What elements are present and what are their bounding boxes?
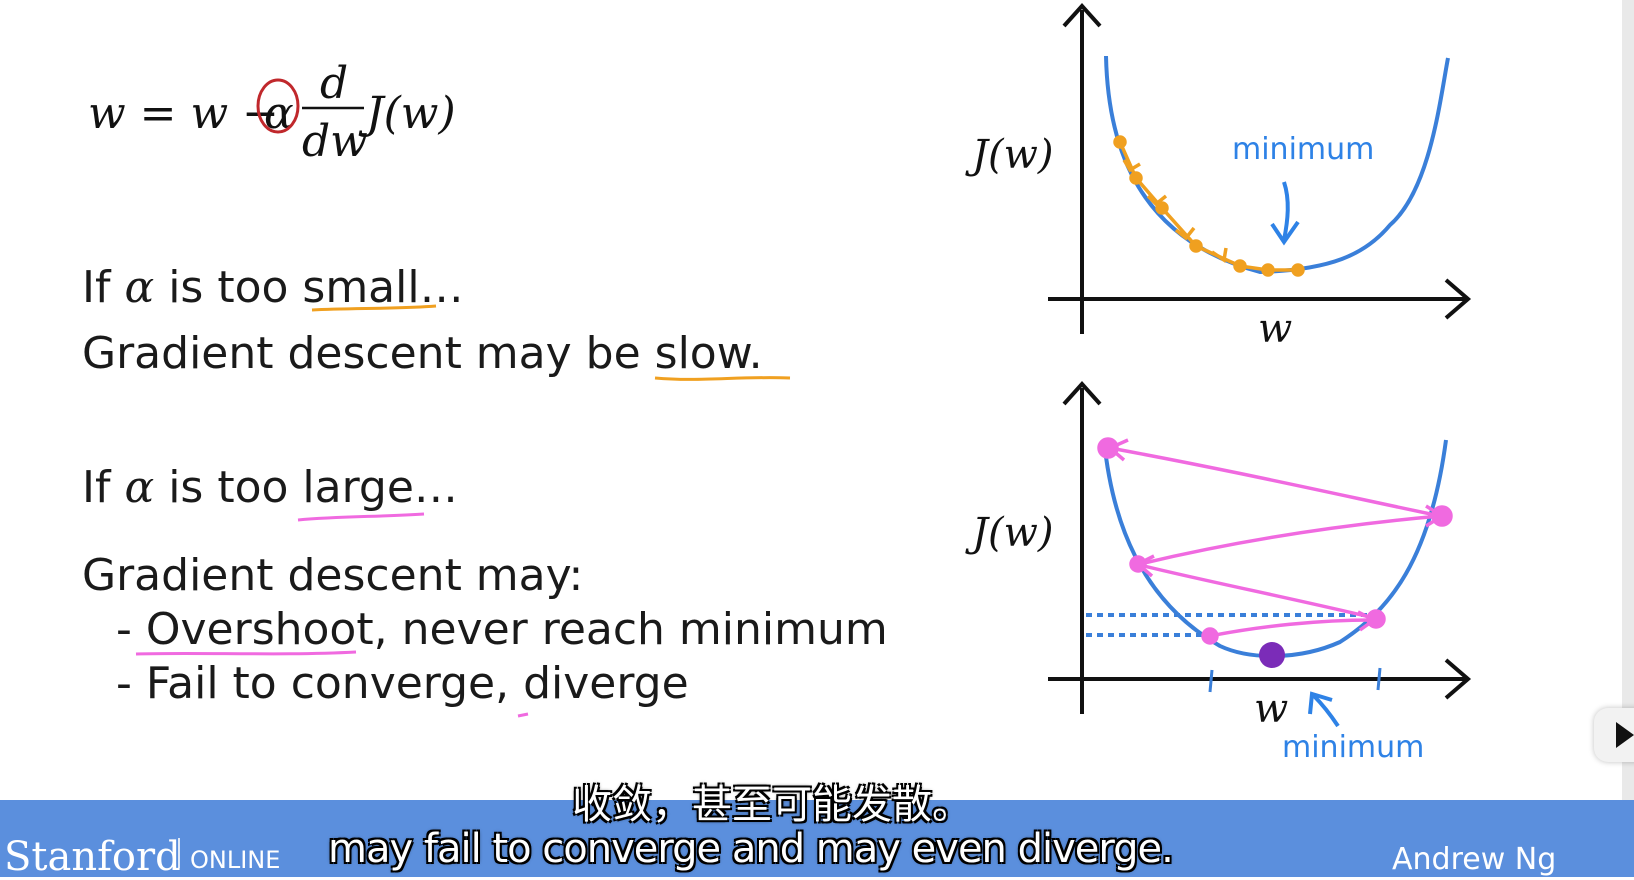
underline-slow xyxy=(654,376,791,381)
large-alpha-line: If α is too large… xyxy=(82,462,458,513)
large-condition: is too large… xyxy=(168,462,458,513)
bottom-cost-curve xyxy=(1102,439,1448,658)
formula-denominator: dw xyxy=(302,116,368,167)
small-steps xyxy=(1113,135,1305,277)
bottom-minimum-arrow xyxy=(1312,694,1340,728)
start-point-marker xyxy=(1259,642,1285,668)
bottom-minimum-label: minimum xyxy=(1282,730,1425,765)
large-if: If xyxy=(82,462,111,513)
underline-overshoot xyxy=(135,650,357,656)
brand-logo: Stanford xyxy=(4,834,181,880)
bottom-xlabel: w xyxy=(1254,686,1289,732)
player-edge-strip xyxy=(1622,0,1634,800)
x-tick-left xyxy=(1208,669,1214,693)
underline-diverge-mark xyxy=(517,712,529,718)
large-alpha-symbol: α xyxy=(124,462,155,513)
formula-function: J(w) xyxy=(366,88,456,139)
bottom-graph xyxy=(1048,381,1472,728)
bottom-minimum-arrowhead xyxy=(1308,691,1333,715)
bullet-overshoot: - Overshoot, never reach minimum xyxy=(116,604,888,655)
top-graph xyxy=(1048,3,1472,334)
small-condition: is too small… xyxy=(168,262,464,313)
formula-numerator: d xyxy=(320,58,349,109)
bottom-y-arrowhead xyxy=(1062,381,1102,406)
small-if: If xyxy=(82,262,111,313)
bullet-diverge: - Fail to converge, diverge xyxy=(116,658,689,709)
brand-divider xyxy=(178,838,180,868)
bottom-x-arrowhead xyxy=(1444,658,1472,700)
footer-bar xyxy=(0,800,1634,877)
large-steps xyxy=(1097,437,1453,645)
x-tick-right xyxy=(1376,667,1382,691)
bottom-ylabel: J(w) xyxy=(972,510,1054,556)
play-icon xyxy=(1616,722,1634,748)
subtitle-english: may fail to converge and may even diverg… xyxy=(328,826,1174,872)
top-minimum-label: minimum xyxy=(1232,132,1375,167)
top-xlabel: w xyxy=(1258,306,1293,352)
small-alpha-line: If α is too small… xyxy=(82,262,464,313)
small-alpha-symbol: α xyxy=(124,262,155,313)
large-consequence-heading: Gradient descent may: xyxy=(82,550,584,601)
subtitle-chinese: 收敛，甚至可能发散。 xyxy=(572,782,972,828)
top-ylabel: J(w) xyxy=(972,132,1054,178)
alpha-circle xyxy=(256,78,300,134)
underline-large xyxy=(297,512,425,522)
author-name: Andrew Ng xyxy=(1392,842,1557,877)
top-minimum-arrow xyxy=(1282,181,1290,241)
slow-consequence-line: Gradient descent may be slow. xyxy=(82,328,763,379)
top-y-arrowhead xyxy=(1062,3,1102,28)
top-minimum-arrowhead xyxy=(1270,220,1300,246)
formula-lhs: w = w − xyxy=(88,88,280,139)
brand-suffix: ONLINE xyxy=(190,846,281,874)
underline-small xyxy=(311,304,437,312)
play-button[interactable] xyxy=(1594,708,1634,762)
top-x-arrowhead xyxy=(1444,278,1472,320)
